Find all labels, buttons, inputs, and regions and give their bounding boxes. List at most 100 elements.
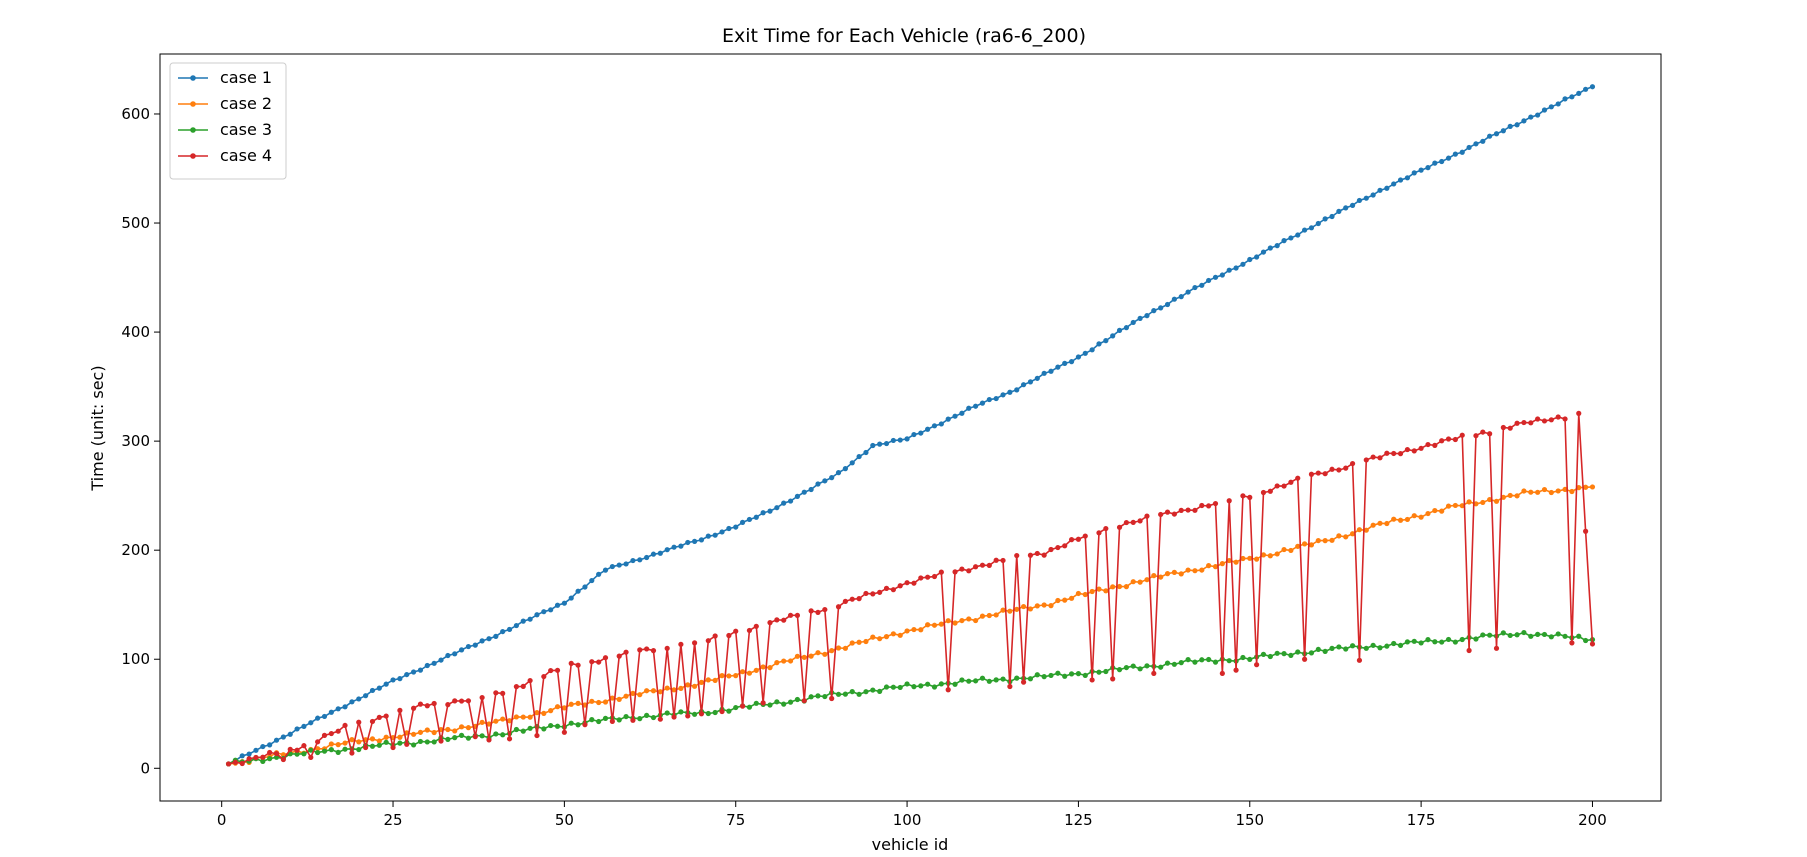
data-point bbox=[376, 714, 382, 720]
data-point bbox=[1562, 633, 1568, 639]
data-point bbox=[554, 667, 561, 673]
data-point bbox=[671, 714, 677, 720]
data-point bbox=[1164, 301, 1171, 308]
data-point bbox=[1254, 662, 1260, 668]
data-point bbox=[1123, 519, 1129, 526]
data-point bbox=[685, 682, 691, 688]
data-point bbox=[548, 708, 554, 714]
data-point bbox=[1452, 151, 1458, 157]
data-point bbox=[1110, 584, 1116, 590]
data-point bbox=[1151, 573, 1157, 579]
data-point bbox=[1144, 513, 1150, 519]
data-point bbox=[849, 689, 855, 695]
data-point bbox=[410, 705, 417, 711]
data-point bbox=[986, 678, 992, 684]
data-point bbox=[383, 713, 389, 719]
data-point bbox=[1452, 502, 1458, 509]
data-point bbox=[1288, 547, 1294, 554]
data-point bbox=[794, 493, 801, 499]
data-point bbox=[918, 627, 924, 633]
data-point bbox=[417, 738, 424, 745]
data-point bbox=[1329, 645, 1335, 652]
data-point bbox=[452, 698, 458, 704]
data-point bbox=[1569, 94, 1575, 100]
data-point bbox=[1569, 640, 1575, 646]
data-point bbox=[863, 689, 869, 695]
data-point bbox=[671, 687, 677, 693]
data-point bbox=[1130, 579, 1136, 585]
data-point bbox=[1528, 633, 1534, 639]
data-point bbox=[568, 660, 574, 667]
series-layer bbox=[225, 84, 1596, 767]
data-point bbox=[856, 691, 862, 697]
data-point bbox=[472, 734, 478, 740]
data-point bbox=[979, 675, 986, 681]
data-point bbox=[417, 729, 424, 735]
data-point bbox=[1116, 327, 1123, 333]
data-point bbox=[1411, 448, 1417, 454]
data-point bbox=[1377, 645, 1383, 651]
data-point bbox=[1082, 533, 1088, 539]
data-point bbox=[1130, 319, 1136, 326]
data-point bbox=[1548, 104, 1554, 110]
data-point bbox=[787, 612, 794, 618]
data-point bbox=[1041, 602, 1047, 608]
data-point bbox=[506, 718, 513, 724]
data-point bbox=[1473, 636, 1479, 642]
data-point bbox=[520, 714, 526, 720]
data-point bbox=[301, 751, 307, 757]
data-point bbox=[678, 685, 684, 691]
data-point bbox=[1219, 272, 1225, 278]
data-point bbox=[1295, 475, 1301, 481]
x-tick-label: 50 bbox=[555, 811, 574, 829]
data-point bbox=[1425, 165, 1431, 171]
data-point bbox=[1493, 498, 1500, 504]
data-point bbox=[493, 718, 499, 724]
data-point bbox=[1404, 639, 1411, 645]
data-point bbox=[280, 734, 286, 740]
data-point bbox=[1459, 503, 1465, 509]
data-point bbox=[712, 709, 718, 716]
data-point bbox=[1034, 603, 1040, 609]
data-point bbox=[719, 529, 725, 535]
data-point bbox=[1192, 507, 1198, 513]
data-point bbox=[856, 639, 862, 645]
data-point bbox=[1295, 232, 1301, 238]
data-point bbox=[328, 709, 334, 715]
data-point bbox=[1493, 131, 1500, 137]
data-point bbox=[1096, 530, 1102, 536]
y-tick-label: 600 bbox=[121, 105, 150, 123]
data-point bbox=[952, 413, 958, 419]
data-point bbox=[1397, 642, 1404, 649]
data-point bbox=[1356, 657, 1363, 663]
data-point bbox=[1562, 486, 1568, 493]
data-point bbox=[1404, 446, 1411, 453]
data-point bbox=[1411, 513, 1417, 519]
data-point bbox=[1418, 514, 1424, 520]
data-point bbox=[1391, 181, 1397, 187]
data-point bbox=[1212, 274, 1219, 280]
plot-frame bbox=[159, 53, 1662, 802]
data-point bbox=[883, 684, 890, 690]
data-point bbox=[1027, 379, 1034, 385]
x-tick-label: 25 bbox=[383, 811, 402, 829]
data-point bbox=[973, 617, 979, 624]
data-point bbox=[1555, 414, 1561, 420]
data-point bbox=[1158, 305, 1164, 311]
data-point bbox=[1432, 160, 1438, 166]
data-point bbox=[260, 758, 266, 764]
data-point bbox=[287, 746, 293, 752]
data-point bbox=[829, 695, 835, 702]
data-point bbox=[424, 739, 430, 745]
data-point bbox=[1391, 450, 1397, 457]
data-point bbox=[1020, 382, 1027, 388]
data-point bbox=[1116, 667, 1123, 673]
data-point bbox=[918, 575, 924, 581]
data-point bbox=[1034, 375, 1040, 381]
data-point bbox=[746, 704, 753, 710]
data-point bbox=[424, 727, 430, 733]
data-point bbox=[938, 421, 944, 427]
data-point bbox=[1548, 489, 1554, 496]
data-point bbox=[637, 692, 643, 698]
data-point bbox=[863, 638, 869, 645]
